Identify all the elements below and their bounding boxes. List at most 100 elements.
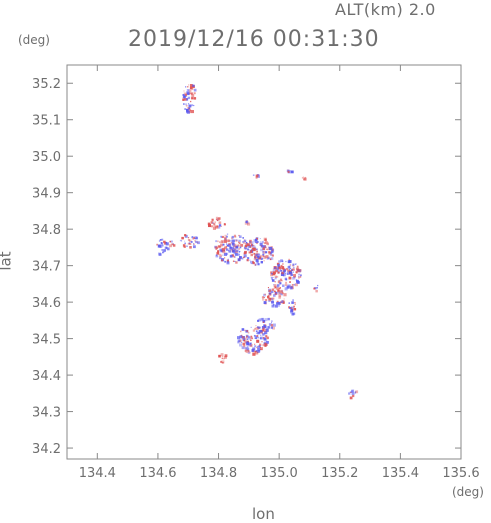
echo-pixel xyxy=(252,245,256,249)
echo-pixel xyxy=(189,86,193,90)
echo-region xyxy=(182,86,197,114)
echo-pixel xyxy=(293,275,296,279)
echo-pixel xyxy=(267,287,269,289)
echo-pixel xyxy=(232,249,236,253)
echo-pixel xyxy=(257,337,260,339)
echo-pixel xyxy=(226,243,228,245)
echo-pixel xyxy=(224,223,225,225)
echo-pixel xyxy=(269,258,272,261)
echo-pixel xyxy=(193,88,197,92)
echo-pixel xyxy=(260,245,262,247)
echo-pixel xyxy=(270,300,272,302)
echo-pixel xyxy=(233,256,235,258)
echo-pixel xyxy=(255,258,259,262)
y-tick-label: 34.8 xyxy=(32,223,61,238)
echo-pixel xyxy=(271,304,275,308)
echo-pixel xyxy=(262,319,266,323)
echo-pixel xyxy=(192,238,194,240)
echo-pixel xyxy=(252,174,255,176)
echo-pixel xyxy=(238,242,241,244)
echo-pixel xyxy=(228,250,230,252)
echo-pixel xyxy=(237,339,241,343)
echo-pixel xyxy=(265,335,268,338)
echo-pixel xyxy=(254,350,256,353)
echo-pixel xyxy=(265,246,268,248)
echo-pixel xyxy=(263,337,267,341)
echo-region xyxy=(218,353,228,364)
echo-pixel xyxy=(289,264,292,266)
echo-pixel xyxy=(263,245,266,248)
echo-pixel xyxy=(250,343,252,345)
echo-pixel xyxy=(279,289,283,293)
echo-pixel xyxy=(215,240,218,243)
echo-pixel xyxy=(254,343,256,345)
echo-pixel xyxy=(271,278,273,280)
x-tick-label: 135.4 xyxy=(382,466,419,481)
echo-pixel xyxy=(215,216,218,219)
echo-pixel xyxy=(215,248,217,250)
echo-pixel xyxy=(257,263,260,266)
echo-pixel xyxy=(219,253,221,255)
echo-pixel xyxy=(239,256,243,259)
echo-pixel xyxy=(257,175,260,178)
echo-pixel xyxy=(187,92,190,96)
y-tick-label: 35.1 xyxy=(32,114,61,129)
echo-pixel xyxy=(279,292,281,294)
echo-pixel xyxy=(258,318,261,322)
echo-pixel xyxy=(250,244,253,247)
echo-pixel xyxy=(262,247,266,250)
echo-pixel xyxy=(187,103,189,105)
echo-pixel xyxy=(269,252,272,254)
echo-pixel xyxy=(187,239,190,242)
echo-pixel xyxy=(260,245,264,248)
echo-pixel xyxy=(179,239,182,242)
echo-pixel xyxy=(232,248,234,250)
echo-region xyxy=(288,299,297,316)
echo-pixel xyxy=(193,105,195,107)
echo-pixel xyxy=(226,248,229,251)
echo-pixel xyxy=(224,234,227,237)
echo-pixel xyxy=(257,326,259,328)
echo-pixel xyxy=(237,336,241,340)
echo-pixel xyxy=(185,104,188,107)
echo-pixel xyxy=(276,287,279,290)
echo-pixel xyxy=(188,107,191,110)
echo-pixel xyxy=(255,350,258,352)
echo-pixel xyxy=(241,346,245,350)
echo-pixel xyxy=(218,221,222,224)
echo-pixel xyxy=(270,290,274,294)
echo-pixel xyxy=(159,253,162,256)
echo-pixel xyxy=(249,246,252,248)
echo-pixel xyxy=(184,234,187,237)
echo-pixel xyxy=(190,84,193,87)
echo-pixel xyxy=(289,271,292,274)
echo-pixel xyxy=(185,93,188,96)
echo-pixel xyxy=(273,304,275,306)
echo-pixel xyxy=(303,177,307,181)
echo-pixel xyxy=(255,176,258,179)
echo-pixel xyxy=(255,327,259,330)
echo-pixel xyxy=(227,245,229,247)
echo-pixel xyxy=(191,236,194,239)
echo-pixel xyxy=(240,341,243,344)
echo-pixel xyxy=(288,260,292,264)
echo-region xyxy=(188,84,197,92)
echo-pixel xyxy=(239,343,242,347)
echo-pixel xyxy=(218,217,221,220)
echo-pixel xyxy=(272,299,274,301)
echo-pixel xyxy=(281,293,283,296)
echo-pixel xyxy=(348,392,351,395)
echo-pixel xyxy=(259,326,261,329)
echo-pixel xyxy=(242,336,245,339)
echo-pixel xyxy=(274,304,278,308)
echo-pixel xyxy=(233,260,235,262)
echo-pixel xyxy=(189,90,192,93)
echo-pixel xyxy=(246,335,248,338)
echo-pixel xyxy=(224,238,227,241)
echo-pixel xyxy=(265,255,269,259)
echo-pixel xyxy=(280,264,283,267)
echo-pixel xyxy=(237,258,241,262)
echo-pixel xyxy=(248,251,251,254)
echo-pixel xyxy=(244,340,247,343)
echo-pixel xyxy=(283,293,287,297)
